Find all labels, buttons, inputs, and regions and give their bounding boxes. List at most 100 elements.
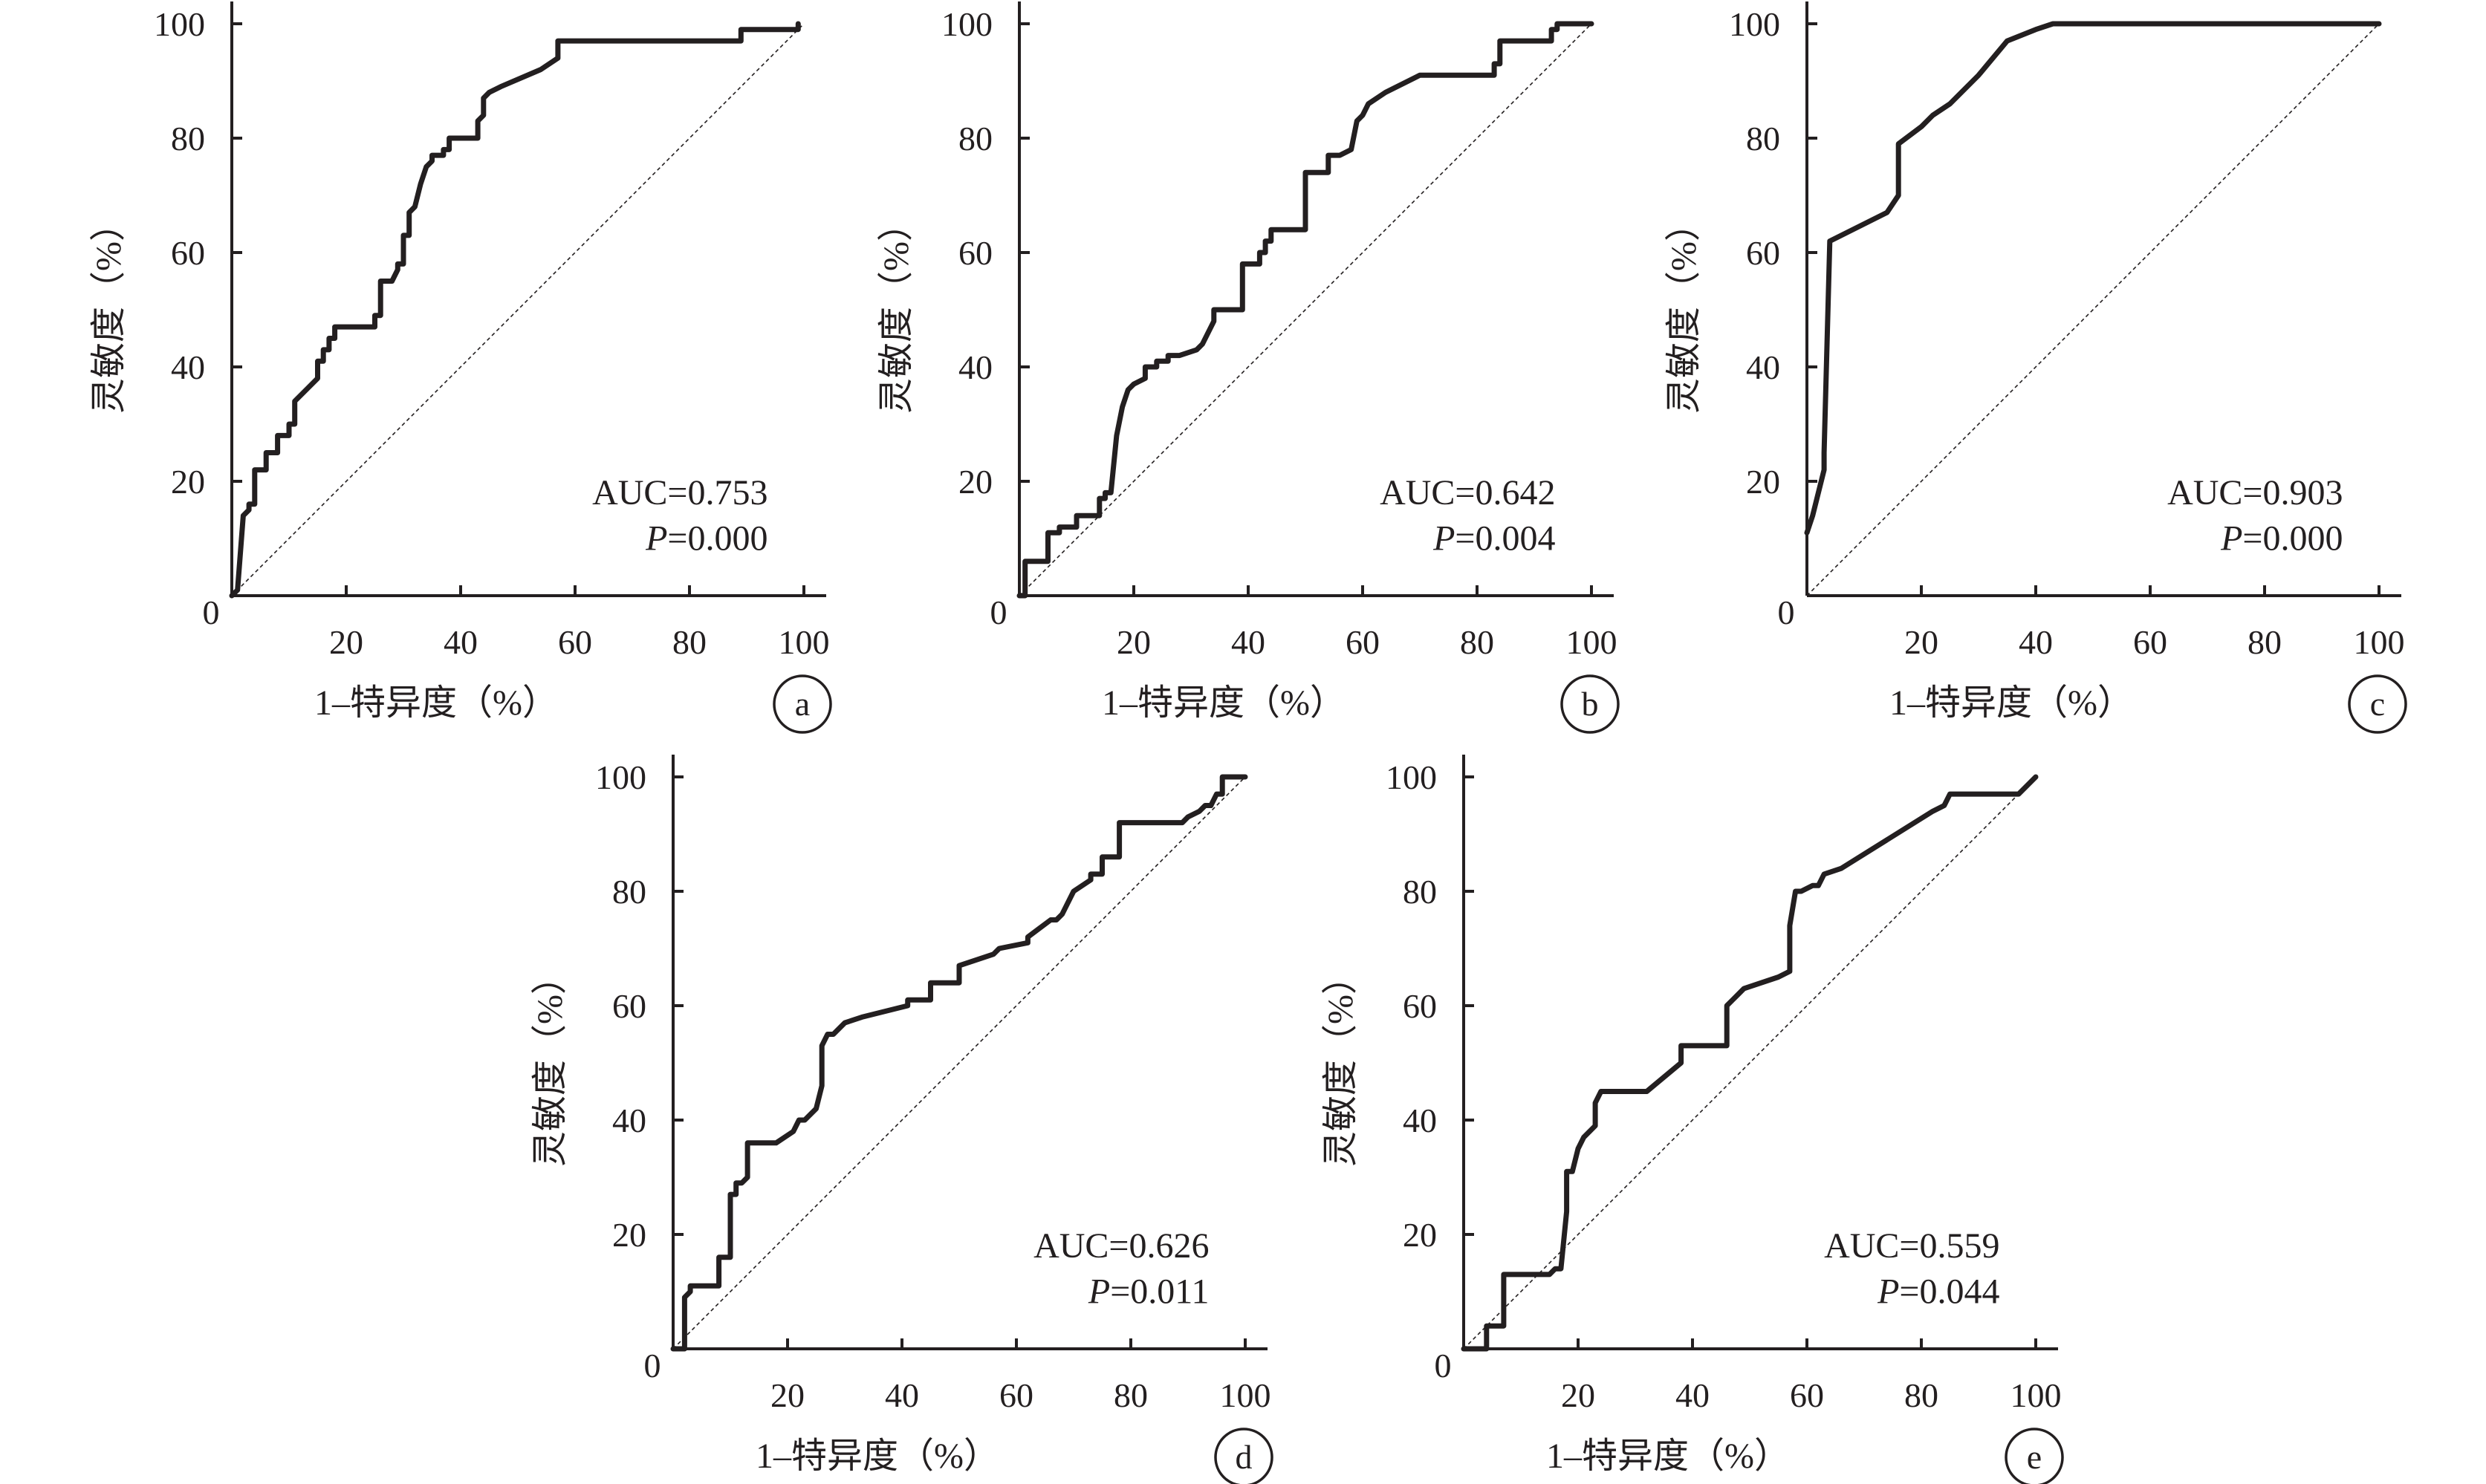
p-letter: P bbox=[2220, 518, 2242, 558]
p-value-annotation: P=0.011 bbox=[1088, 1272, 1210, 1311]
y-tick-label: 20 bbox=[171, 463, 205, 501]
y-tick-label: 100 bbox=[595, 758, 646, 796]
p-value: =0.000 bbox=[2242, 518, 2343, 558]
p-letter: P bbox=[645, 518, 667, 558]
origin-label: 0 bbox=[1778, 593, 1795, 631]
p-value-annotation: P=0.044 bbox=[1877, 1272, 1999, 1311]
x-tick-label: 20 bbox=[1117, 623, 1151, 661]
y-tick-label: 100 bbox=[1729, 5, 1780, 43]
auc-annotation: AUC=0.626 bbox=[1033, 1226, 1209, 1266]
p-value-annotation: P=0.000 bbox=[645, 518, 767, 558]
y-tick-label: 80 bbox=[1746, 120, 1780, 157]
x-tick-label: 40 bbox=[444, 623, 478, 661]
p-value-annotation: P=0.004 bbox=[1432, 518, 1555, 558]
x-tick-label: 100 bbox=[1566, 623, 1617, 661]
y-tick-label: 60 bbox=[958, 234, 993, 272]
y-tick-label: 40 bbox=[1746, 348, 1780, 386]
x-tick-label: 60 bbox=[558, 623, 592, 661]
x-tick-label: 20 bbox=[1561, 1376, 1595, 1414]
x-axis-label: 1–特异度（%） bbox=[1889, 683, 2133, 723]
panel-badge bbox=[2005, 1428, 2064, 1484]
y-tick-label: 80 bbox=[1403, 873, 1437, 911]
x-tick-label: 20 bbox=[1904, 623, 1938, 661]
x-tick-label: 100 bbox=[2010, 1376, 2062, 1414]
x-tick-label: 20 bbox=[770, 1376, 805, 1414]
x-tick-label: 80 bbox=[672, 623, 707, 661]
x-tick-label: 40 bbox=[885, 1376, 919, 1414]
roc-curve-line bbox=[1461, 774, 2039, 1352]
roc-curve-line bbox=[670, 774, 1248, 1352]
x-tick-label: 80 bbox=[2248, 623, 2282, 661]
origin-label: 0 bbox=[990, 593, 1007, 631]
y-tick-label: 100 bbox=[941, 5, 993, 43]
x-axis-label: 1–特异度（%） bbox=[1546, 1436, 1790, 1476]
roc-curve-line bbox=[1804, 21, 2382, 536]
y-tick-label: 60 bbox=[1746, 234, 1780, 272]
x-tick-label: 100 bbox=[779, 623, 830, 661]
x-tick-label: 100 bbox=[1220, 1376, 1271, 1414]
panel-badge bbox=[1214, 1428, 1273, 1484]
x-tick-label: 60 bbox=[999, 1376, 1033, 1414]
auc-annotation: AUC=0.642 bbox=[1380, 473, 1555, 512]
y-axis-label: 灵敏度（%） bbox=[530, 959, 570, 1167]
x-tick-label: 20 bbox=[329, 623, 363, 661]
x-tick-label: 60 bbox=[1790, 1376, 1824, 1414]
panel-letter: a bbox=[795, 685, 810, 723]
reference-diagonal-line bbox=[1019, 23, 1592, 596]
x-axis-label: 1–特异度（%） bbox=[1102, 683, 1346, 723]
p-value: =0.011 bbox=[1110, 1272, 1209, 1311]
y-tick-label: 20 bbox=[1403, 1216, 1437, 1254]
x-axis-label: 1–特异度（%） bbox=[756, 1436, 999, 1476]
y-tick-label: 80 bbox=[612, 873, 646, 911]
y-tick-label: 60 bbox=[171, 234, 205, 272]
x-tick-label: 60 bbox=[2133, 623, 2167, 661]
x-tick-label: 80 bbox=[1114, 1376, 1148, 1414]
y-tick-label: 60 bbox=[612, 987, 646, 1025]
panel-badge bbox=[773, 674, 832, 734]
y-axis-label: 灵敏度（%） bbox=[877, 206, 916, 414]
y-tick-label: 100 bbox=[1386, 758, 1437, 796]
p-letter: P bbox=[1877, 1272, 1899, 1311]
panel-letter: b bbox=[1582, 685, 1599, 723]
x-tick-label: 60 bbox=[1346, 623, 1380, 661]
roc-panel-e: 0 20 40 60 80 100 20 40 60 80 100 1–特异度（%） 灵敏度（%） AUC… bbox=[1321, 755, 2064, 1484]
auc-annotation: AUC=0.753 bbox=[592, 473, 767, 512]
auc-annotation: AUC=0.903 bbox=[2167, 473, 2343, 512]
y-tick-label: 20 bbox=[612, 1216, 646, 1254]
x-tick-label: 40 bbox=[1675, 1376, 1710, 1414]
x-axis-label: 1–特异度（%） bbox=[314, 683, 558, 723]
y-tick-label: 20 bbox=[1746, 463, 1780, 501]
x-tick-label: 80 bbox=[1460, 623, 1494, 661]
panel-badge bbox=[1560, 674, 1620, 734]
p-value: =0.004 bbox=[1455, 518, 1555, 558]
roc-panel-c: 0 20 40 60 80 100 20 40 60 80 100 1–特异度（%） 灵敏度（%） AUC… bbox=[1664, 1, 2407, 734]
y-axis-label: 灵敏度（%） bbox=[89, 206, 129, 414]
y-tick-label: 40 bbox=[612, 1101, 646, 1139]
y-axis-label: 灵敏度（%） bbox=[1321, 959, 1360, 1167]
auc-annotation: AUC=0.559 bbox=[1824, 1226, 1999, 1266]
reference-diagonal-line bbox=[1463, 776, 2036, 1350]
reference-diagonal-line bbox=[231, 23, 805, 596]
panel-letter: d bbox=[1236, 1438, 1253, 1476]
y-tick-label: 40 bbox=[958, 348, 993, 386]
p-letter: P bbox=[1432, 518, 1455, 558]
x-tick-label: 100 bbox=[2354, 623, 2405, 661]
p-value: =0.000 bbox=[667, 518, 767, 558]
p-value-annotation: P=0.000 bbox=[2220, 518, 2343, 558]
y-tick-label: 40 bbox=[1403, 1101, 1437, 1139]
reference-diagonal-line bbox=[1806, 23, 2380, 596]
y-axis-label: 灵敏度（%） bbox=[1664, 206, 1704, 414]
y-tick-label: 80 bbox=[958, 120, 993, 157]
y-tick-label: 100 bbox=[154, 5, 205, 43]
origin-label: 0 bbox=[1435, 1347, 1452, 1384]
x-tick-label: 40 bbox=[1231, 623, 1265, 661]
reference-diagonal-line bbox=[672, 776, 1246, 1350]
origin-label: 0 bbox=[203, 593, 220, 631]
panel-letter: e bbox=[2027, 1438, 2042, 1476]
origin-label: 0 bbox=[644, 1347, 661, 1384]
roc-panel-d: 0 20 40 60 80 100 20 40 60 80 100 1–特异度（%） 灵敏度（%） AUC… bbox=[530, 755, 1273, 1484]
p-value: =0.044 bbox=[1899, 1272, 1999, 1311]
p-letter: P bbox=[1088, 1272, 1110, 1311]
y-tick-label: 80 bbox=[171, 120, 205, 157]
